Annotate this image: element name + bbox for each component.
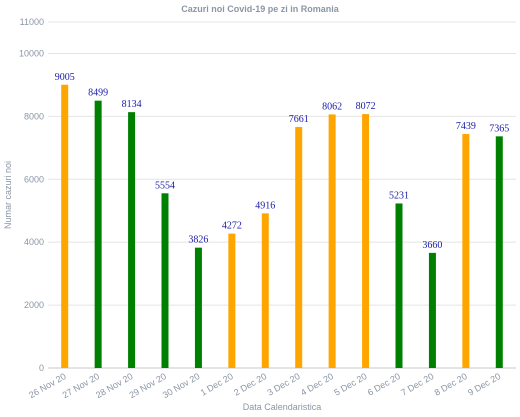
x-tick-label: 8 Dec 20 [433, 371, 469, 398]
bar [61, 84, 69, 368]
bar [94, 100, 102, 368]
bar [495, 136, 503, 368]
data-label: 4916 [255, 200, 275, 211]
bar [328, 114, 336, 368]
data-label: 7661 [289, 114, 309, 125]
data-label: 8062 [322, 101, 342, 112]
x-tick-label: 26 Nov 20 [27, 371, 68, 400]
x-tick-label: 30 Nov 20 [161, 371, 202, 400]
bar [462, 134, 470, 368]
data-label: 3660 [422, 240, 442, 251]
chart-title: Cazuri noi Covid-19 pe zi in Romania [181, 4, 340, 14]
y-tick-label: 0 [39, 363, 44, 373]
data-label: 8499 [88, 88, 108, 99]
x-tick-label: 1 Dec 20 [199, 371, 235, 398]
bar [261, 213, 269, 368]
data-label: 9005 [55, 72, 75, 83]
x-tick-label: 6 Dec 20 [366, 371, 402, 398]
y-tick-label: 2000 [24, 300, 44, 310]
x-tick-label: 27 Nov 20 [61, 371, 102, 400]
bar [228, 233, 236, 368]
bar [395, 203, 403, 368]
y-tick-label: 10000 [19, 48, 44, 58]
data-label: 4272 [222, 221, 242, 232]
y-axis-title: Numar cazuri noi [3, 161, 13, 229]
data-label: 3826 [188, 235, 208, 246]
bars [61, 84, 503, 368]
x-tick-label: 7 Dec 20 [399, 371, 435, 398]
x-tick-label: 5 Dec 20 [332, 371, 368, 398]
x-axis-title: Data Calendaristica [243, 402, 322, 412]
bar [161, 193, 169, 368]
y-tick-label: 11000 [20, 17, 44, 27]
data-labels: 9005 8499 8134 5554 3826 4272 4916 7661 8062 8072… [55, 72, 510, 251]
bar [194, 247, 202, 368]
x-tick-label: 28 Nov 20 [94, 371, 135, 400]
data-label: 7365 [489, 123, 509, 134]
data-label: 5554 [155, 180, 175, 191]
bar [428, 252, 436, 368]
bar [128, 112, 136, 368]
y-tick-label: 4000 [24, 237, 44, 247]
y-tick-label: 8000 [24, 111, 44, 121]
data-label: 5231 [389, 190, 409, 201]
data-label: 8072 [356, 101, 376, 112]
x-tick-label: 2 Dec 20 [232, 371, 268, 398]
bar [362, 114, 370, 368]
y-tick-label: 6000 [24, 174, 44, 184]
y-axis-ticks: 0 2000 4000 6000 8000 10000 11000 [19, 17, 44, 373]
bar [295, 127, 303, 368]
x-tick-label: 3 Dec 20 [266, 371, 302, 398]
x-tick-label: 4 Dec 20 [299, 371, 335, 398]
grid-layer [48, 21, 516, 306]
x-tick-label: 9 Dec 20 [466, 371, 502, 398]
data-label: 7439 [456, 121, 476, 132]
x-tick-label: 29 Nov 20 [127, 371, 168, 400]
data-label: 8134 [122, 99, 142, 110]
